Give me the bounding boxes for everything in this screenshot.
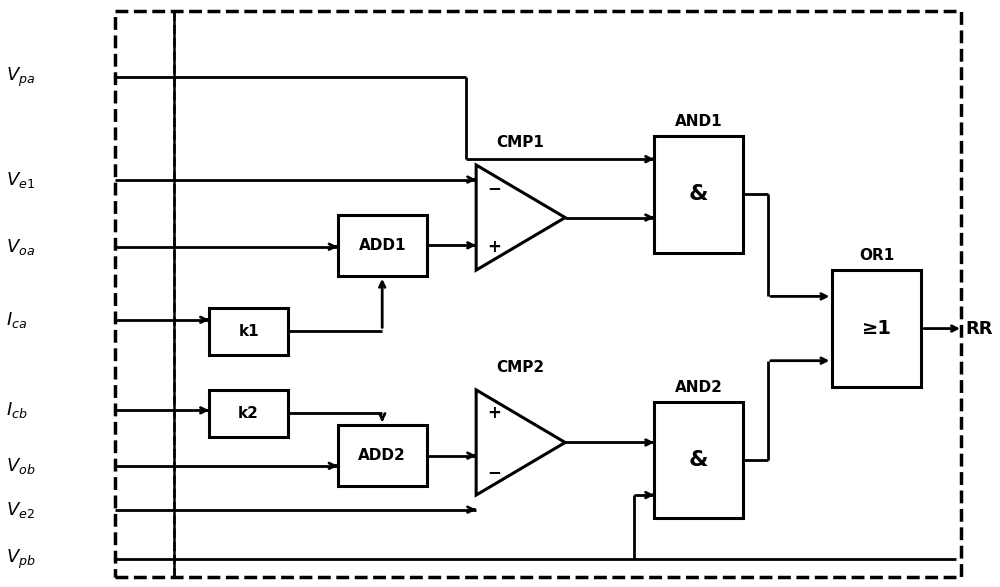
Text: +: + bbox=[487, 238, 501, 256]
Polygon shape bbox=[476, 165, 565, 270]
Bar bbox=[209, 390, 288, 437]
Text: AND1: AND1 bbox=[675, 114, 723, 129]
Text: −: − bbox=[487, 180, 501, 197]
Text: +: + bbox=[487, 404, 501, 422]
Text: ≥1: ≥1 bbox=[862, 319, 892, 338]
Polygon shape bbox=[476, 390, 565, 495]
Bar bbox=[832, 270, 921, 387]
Text: &: & bbox=[689, 184, 708, 204]
Text: $V_{e2}$: $V_{e2}$ bbox=[6, 500, 35, 519]
Text: k2: k2 bbox=[238, 406, 259, 421]
Text: $I_{cb}$: $I_{cb}$ bbox=[6, 400, 28, 420]
Bar bbox=[209, 308, 288, 355]
Text: ADD2: ADD2 bbox=[358, 448, 406, 463]
Text: CMP2: CMP2 bbox=[497, 360, 545, 375]
Text: $I_{ca}$: $I_{ca}$ bbox=[6, 310, 27, 330]
Text: AND2: AND2 bbox=[675, 380, 723, 394]
Bar bbox=[654, 136, 743, 252]
Text: −: − bbox=[487, 463, 501, 481]
Bar bbox=[338, 215, 427, 276]
Text: $V_{oa}$: $V_{oa}$ bbox=[6, 237, 35, 257]
Bar bbox=[338, 425, 427, 486]
Text: k1: k1 bbox=[238, 324, 259, 339]
Text: OR1: OR1 bbox=[859, 248, 894, 263]
Text: $V_{e1}$: $V_{e1}$ bbox=[6, 170, 35, 190]
Text: RR: RR bbox=[966, 319, 993, 338]
Bar bbox=[654, 402, 743, 518]
Text: $V_{pa}$: $V_{pa}$ bbox=[6, 66, 36, 89]
Text: CMP1: CMP1 bbox=[497, 136, 545, 150]
Bar bbox=[115, 11, 961, 577]
Text: ADD1: ADD1 bbox=[358, 238, 406, 253]
Text: &: & bbox=[689, 450, 708, 470]
Text: $V_{pb}$: $V_{pb}$ bbox=[6, 548, 36, 571]
Text: $V_{ob}$: $V_{ob}$ bbox=[6, 456, 36, 476]
